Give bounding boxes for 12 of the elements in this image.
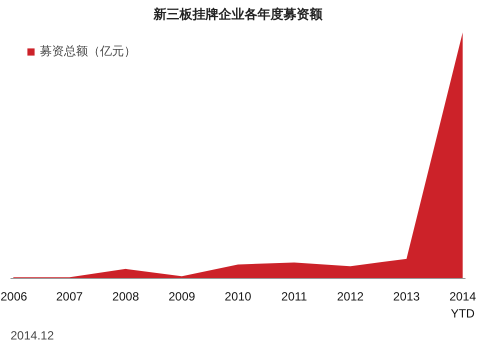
legend-label: 募资总额（亿元） xyxy=(40,43,136,60)
chart-title: 新三板挂牌企业各年度募资额 xyxy=(152,6,324,22)
x-tick-label: 2008 xyxy=(112,290,140,304)
x-tick-label: 2007 xyxy=(56,290,84,304)
x-tick-label: 2014 YTD xyxy=(449,290,476,320)
x-tick-label: 2009 xyxy=(168,290,196,304)
text: 2014.12 xyxy=(10,328,54,342)
x-tick-label: 2006 xyxy=(0,290,28,304)
x-tick-label: 2012 xyxy=(337,290,364,304)
x-tick-label: 2013 xyxy=(393,290,420,304)
x-tick-label: 2011 xyxy=(281,290,308,304)
x-tick-label: 2010 xyxy=(224,290,252,304)
